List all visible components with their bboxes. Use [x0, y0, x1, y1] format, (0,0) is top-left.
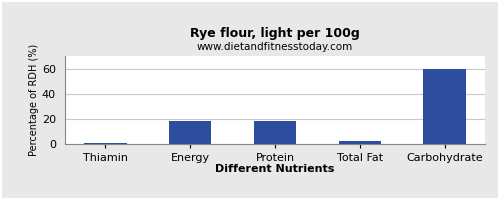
Y-axis label: Percentage of RDH (%): Percentage of RDH (%) — [29, 44, 39, 156]
Text: www.dietandfitnesstoday.com: www.dietandfitnesstoday.com — [197, 42, 353, 52]
Bar — [84, 143, 126, 144]
X-axis label: Different Nutrients: Different Nutrients — [216, 164, 334, 174]
Bar — [169, 121, 212, 144]
Bar — [254, 121, 296, 144]
Bar — [338, 141, 381, 144]
Bar — [424, 69, 466, 144]
Text: Rye flour, light per 100g: Rye flour, light per 100g — [190, 27, 360, 40]
